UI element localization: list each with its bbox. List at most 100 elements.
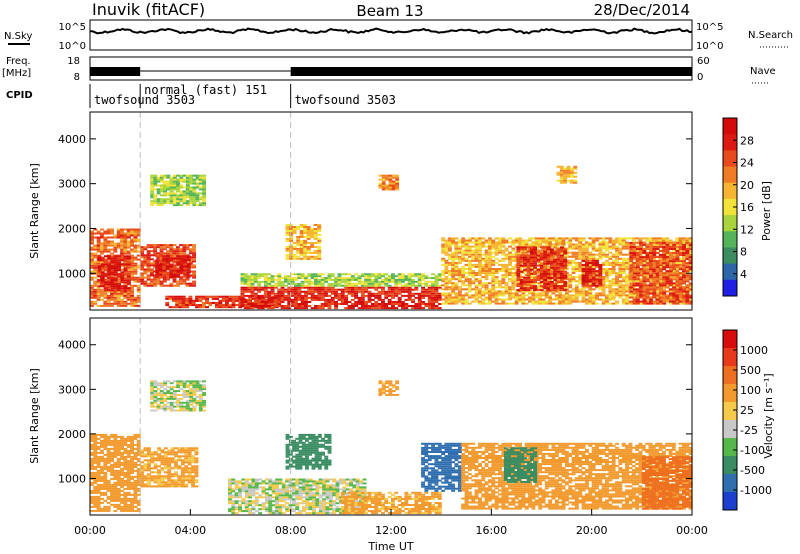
heatmap-cell xyxy=(411,275,415,278)
heatmap-cell xyxy=(106,294,111,297)
heatmap-cell xyxy=(285,255,290,258)
heatmap-cell xyxy=(461,268,466,270)
heatmap-cell xyxy=(149,282,154,285)
heatmap-cell xyxy=(250,284,255,287)
heatmap-cell xyxy=(494,268,499,270)
heatmap-cell xyxy=(324,305,328,307)
heatmap-cell xyxy=(303,228,308,230)
heatmap-cell xyxy=(598,272,603,275)
heatmap-cell xyxy=(481,286,486,289)
heatmap-cell xyxy=(682,268,686,271)
beam-label: Beam 13 xyxy=(356,2,423,20)
heatmap-cell xyxy=(539,272,544,275)
heatmap-cell xyxy=(140,248,145,251)
heatmap-cell xyxy=(461,272,466,274)
heatmap-cell xyxy=(649,241,653,244)
heatmap-cell xyxy=(260,305,265,307)
heatmap-cell xyxy=(113,261,118,264)
heatmap-cell xyxy=(304,290,308,293)
heatmap-cell xyxy=(334,303,338,305)
heatmap-cell xyxy=(441,251,446,254)
heatmap-cell xyxy=(317,245,322,248)
freq-trace xyxy=(90,67,692,76)
heatmap-cell xyxy=(672,282,677,285)
heatmap-cell xyxy=(556,262,561,265)
heatmap-cell xyxy=(559,287,564,290)
heatmap-cell xyxy=(297,298,302,301)
heatmap-cell xyxy=(253,298,258,301)
heatmap-cell xyxy=(608,294,613,297)
heatmap-cell xyxy=(498,241,502,244)
heatmap-cell xyxy=(263,303,268,305)
heatmap-cell xyxy=(454,286,459,289)
heatmap-cell xyxy=(585,247,589,250)
heatmap-cell xyxy=(165,295,170,298)
heatmap-cell xyxy=(434,292,439,295)
heatmap-cell xyxy=(185,284,190,287)
heatmap-cell xyxy=(563,272,568,275)
heatmap-cell xyxy=(186,257,191,260)
heatmap-cell xyxy=(571,278,576,281)
heatmap-cell xyxy=(523,248,527,251)
heatmap-cell xyxy=(159,250,164,253)
heatmap-cell xyxy=(218,301,223,304)
heatmap-cell xyxy=(324,280,328,283)
heatmap-cell xyxy=(310,277,315,279)
heatmap-cell xyxy=(360,286,365,289)
heatmap-cell xyxy=(601,270,606,272)
heatmap-cell xyxy=(645,292,650,295)
heatmap-cell xyxy=(451,263,456,266)
heatmap-cell xyxy=(304,294,308,297)
heatmap-cell xyxy=(344,280,349,283)
heatmap-cell xyxy=(605,270,609,272)
heatmap-cell xyxy=(289,237,294,240)
heatmap-cell xyxy=(103,248,108,251)
heatmap-cell xyxy=(467,265,472,268)
heatmap-cell xyxy=(548,243,553,246)
heatmap-cell xyxy=(300,307,305,310)
heatmap-cell xyxy=(313,251,318,254)
heatmap-cell xyxy=(621,245,626,248)
heatmap-cell xyxy=(294,292,298,295)
heatmap-cell xyxy=(682,270,686,273)
heatmap-cell xyxy=(635,252,640,254)
heatmap-cell xyxy=(484,278,489,281)
heatmap-cell xyxy=(146,250,151,253)
heatmap-cell xyxy=(297,307,302,310)
heatmap-cell xyxy=(471,282,476,285)
heatmap-cell xyxy=(347,279,352,281)
heatmap-cell xyxy=(546,256,551,259)
heatmap-cell xyxy=(652,250,657,252)
heatmap-cell xyxy=(608,263,613,266)
heatmap-cell xyxy=(642,248,647,250)
heatmap-cell xyxy=(591,253,596,256)
heatmap-cell xyxy=(574,286,579,289)
heatmap-cell xyxy=(120,264,124,267)
heatmap-cell xyxy=(467,255,472,258)
heatmap-cell xyxy=(370,280,375,283)
heatmap-cell xyxy=(381,307,385,310)
heatmap-cell xyxy=(172,200,177,203)
heatmap-cell xyxy=(629,286,634,289)
heatmap-cell xyxy=(598,294,603,297)
heatmap-cell xyxy=(553,276,558,279)
heatmap-cell xyxy=(536,268,541,271)
heatmap-cell xyxy=(327,286,332,289)
heatmap-cell xyxy=(601,300,606,303)
heatmap-cell xyxy=(263,275,268,278)
heatmap-cell xyxy=(314,279,318,281)
heatmap-cell xyxy=(662,272,667,275)
heatmap-cell xyxy=(642,284,647,287)
heatmap-cell xyxy=(665,286,670,289)
heatmap-cell xyxy=(437,298,442,301)
heatmap-cell xyxy=(467,272,472,274)
heatmap-cell xyxy=(559,256,564,259)
heatmap-cell xyxy=(661,298,666,301)
heatmap-cell xyxy=(162,252,167,255)
heatmap-cell xyxy=(447,261,452,264)
heatmap-cell xyxy=(123,236,128,239)
heatmap-cell xyxy=(334,301,338,303)
heatmap-cell xyxy=(153,246,158,249)
heatmap-cell xyxy=(113,289,118,292)
heatmap-cell xyxy=(526,254,531,257)
